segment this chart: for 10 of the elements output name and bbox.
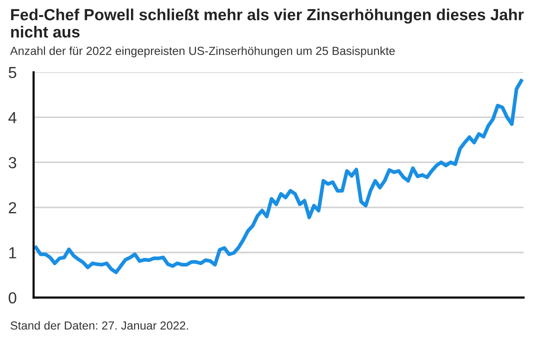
y-tick-label: 4 — [8, 112, 16, 124]
line-series — [34, 78, 524, 274]
y-tick-label: 2 — [8, 202, 16, 214]
y-tick-label: 1 — [9, 247, 16, 258]
chart-title: Fed-Chef Powell schließt mehr als vier Zinserhöhungen dieses Jahr nicht aus — [11, 8, 524, 38]
text: Stand der Daten: 27. Januar 2022. — [10, 321, 188, 330]
y-tick-label: 0 — [8, 292, 16, 304]
y-tick-label: 3 — [8, 157, 16, 168]
y-tick-label: 5 — [8, 67, 16, 78]
chart-subtitle: Anzahl der für 2022 eingepreisten US-Zinserhöhungen um 25 Basispunkte — [10, 46, 395, 58]
